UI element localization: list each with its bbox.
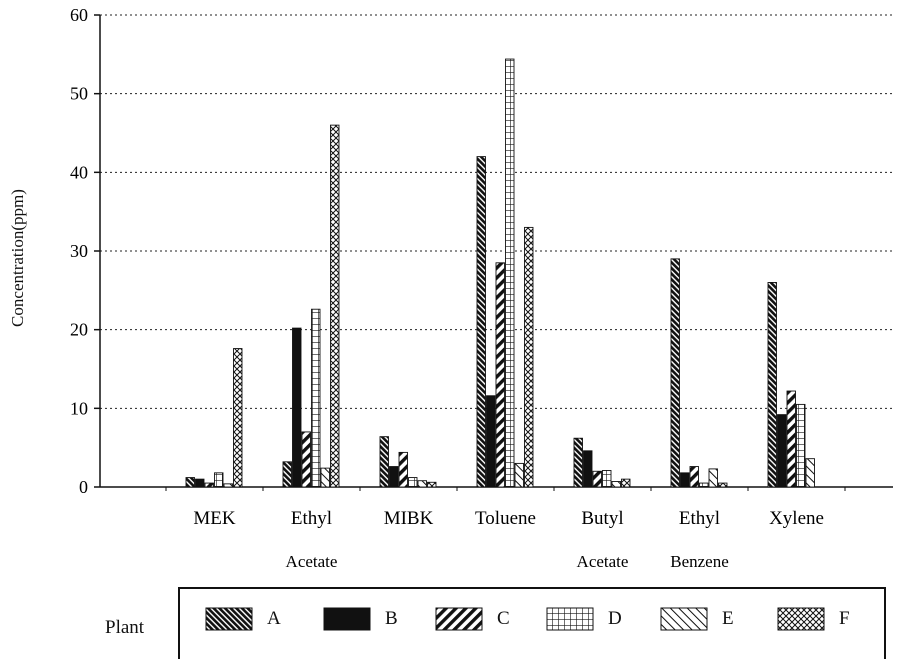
bar-B-3 [389,466,399,488]
bar-E-7 [805,458,815,488]
legend-item-B: B [323,607,398,631]
y-tick-label: 40 [70,162,88,182]
bar-B-1 [195,478,205,488]
bar-D-2 [311,308,321,488]
bar-C-4 [495,262,505,488]
bar-D-5 [602,470,612,488]
bar-A-7 [767,282,777,488]
y-tick-label: 10 [70,398,88,418]
bar-E-3 [417,480,427,488]
legend-box [178,587,886,659]
x-tick-label-line2: Benzene [670,552,729,571]
bar-E-5 [611,481,621,488]
x-tick-label-line2: Acetate [577,552,629,571]
y-tick-label: 60 [70,5,88,25]
bar-A-3 [379,436,389,488]
bar-D-6 [699,482,709,488]
y-tick-label: 50 [70,84,88,104]
legend-swatch [435,607,483,631]
bar-F-5 [621,478,631,488]
bar-D-1 [214,472,224,488]
legend-swatch [777,607,825,631]
bar-B-7 [777,414,787,488]
x-tick-label: MIBK [384,508,434,529]
bar-C-5 [592,470,602,488]
bar-F-6 [718,482,728,488]
legend-swatch [546,607,594,631]
legend-item-D: D [546,607,622,631]
legend-item-F: F [777,607,850,631]
bar-C-6 [689,466,699,488]
bar-B-6 [680,472,690,488]
y-axis-label: Concentration(ppm) [8,189,27,327]
bar-A-2 [282,461,292,488]
legend-label: A [267,608,281,629]
legend-label: D [608,608,622,629]
bar-D-3 [408,477,418,488]
x-tick-label: Ethyl [679,508,720,529]
bar-A-4 [476,156,486,488]
bar-B-4 [486,395,496,488]
y-tick-label: 30 [70,241,88,261]
bar-D-7 [796,403,806,488]
bar-F-3 [427,481,437,488]
legend-label: B [385,608,398,629]
bar-D-4 [505,58,515,488]
x-tick-label: Xylene [769,508,824,529]
x-tick-label: MEK [193,508,236,529]
legend-item-C: C [435,607,510,631]
legend-title: Plant [105,617,145,638]
bar-A-6 [670,258,680,488]
bar-E-2 [320,467,330,488]
legend-swatch [660,607,708,631]
legend-label: F [839,608,850,629]
legend-swatch [323,607,371,631]
x-tick-label: Toluene [475,508,536,529]
bar-F-2 [330,124,340,488]
bar-B-2 [292,327,302,488]
legend-item-E: E [660,607,734,631]
x-tick-label: Butyl [581,508,623,529]
bar-C-1 [204,482,214,488]
bar-C-2 [301,431,311,488]
bar-A-5 [573,437,583,488]
tick-labels: 0 10 20 30 40 50 60 MEK Ethyl Acetate MIBK Toluene B… [70,5,824,571]
y-tick-label: 20 [70,320,88,340]
legend-label: E [722,608,734,629]
bar-F-4 [524,226,534,488]
bar-C-7 [786,390,796,488]
x-tick-label: Ethyl [291,508,332,529]
bar-C-3 [398,451,408,488]
bar-F-1 [233,348,243,488]
bar-B-5 [583,450,593,488]
x-tick-label-line2: Acetate [286,552,338,571]
y-tick-label: 0 [79,477,88,497]
bar-E-6 [708,468,718,488]
bar-E-4 [514,462,524,488]
bars [185,58,815,488]
bar-E-1 [223,483,233,488]
legend-swatch [205,607,253,631]
legend-item-A: A [205,607,281,631]
bar-A-1 [185,477,195,488]
legend-label: C [497,608,510,629]
